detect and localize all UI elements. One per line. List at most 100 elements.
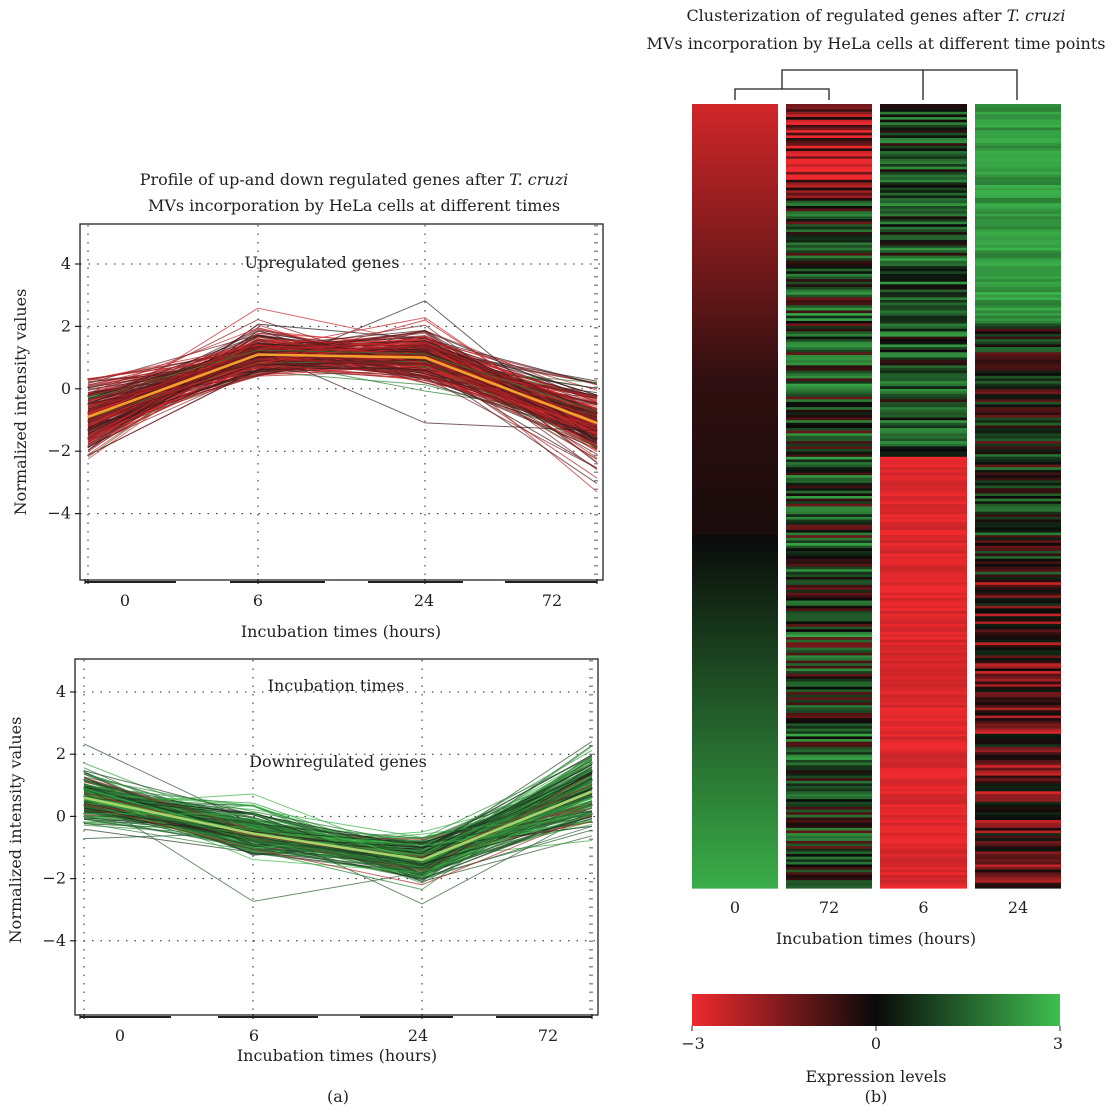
heatmap-cell [786,624,872,628]
heatmap-cell [880,579,967,583]
heatmap-cell [692,872,778,876]
heatmap-cell [975,869,1061,873]
heatmap-cell [786,124,872,129]
heatmap-cell [692,592,778,596]
heatmap-cell [975,524,1061,528]
heatmap-cell [880,705,967,709]
heatmap-cell [786,485,872,489]
heatmap-cell [975,441,1061,445]
heatmap-cell [880,388,967,393]
heatmap-cell [692,347,778,351]
heatmap-cell [880,239,967,244]
heatmap-cell [975,360,1061,364]
heatmap-cell [692,869,778,873]
heatmap-cell [692,213,778,217]
heatmap-cell [975,438,1061,442]
heatmap-cell [692,791,778,795]
heatmap-cell [975,867,1061,871]
heatmap-cell [692,882,778,886]
heatmap-cell [786,245,872,249]
heatmap-cell [975,297,1061,301]
heatmap-cell [975,354,1061,359]
heatmap-cell [880,566,967,570]
heatmap-cell [692,438,778,442]
heatmap-cell [786,289,872,293]
heatmap-cell [692,127,778,131]
heatmap-cell [692,404,778,408]
heatmap-cell [692,386,778,390]
heatmap-cell [880,166,967,170]
heatmap-cell [786,297,872,301]
heatmap-cell [786,111,872,116]
heatmap-cell [786,130,872,134]
heatmap-cell [786,467,872,471]
heatmap-cell [786,482,872,487]
panel-a-top-annotation: Upregulated genes [245,253,400,272]
heatmap-cell [786,469,872,474]
heatmap-cell [692,859,778,863]
heatmap-cell [975,880,1061,884]
gene-profile-line [87,351,598,436]
heatmap-cell [880,822,967,826]
heatmap-cell [880,232,967,236]
heatmap-cell [880,757,967,761]
heatmap-cell [786,566,872,570]
heatmap-cell [786,331,872,335]
heatmap-cell [786,613,872,617]
heatmap-cell [692,132,778,136]
heatmap-cell [692,629,778,633]
panel-a-bottom-x-ticks: 0 6 24 72 [79,1014,593,1045]
heatmap-cell [786,846,872,850]
gene-profile-line [87,358,598,430]
heatmap-cell [880,407,967,411]
heatmap-cell [975,344,1061,348]
heatmap-cell [786,360,872,364]
heatmap-cell [975,237,1061,241]
heatmap-cell [975,111,1061,116]
heatmap-cell [975,556,1061,560]
heatmap-cell [692,634,778,638]
heatmap-cell [975,605,1061,609]
heatmap-cell [975,394,1061,398]
heatmap-cell [975,493,1061,497]
heatmap-cell [786,221,872,225]
heatmap-cell [880,234,967,238]
heatmap-cell [692,535,778,539]
heatmap-cell [975,647,1061,651]
heatmap-cell [692,851,778,855]
heatmap-cell [880,399,967,403]
heatmap-cell [880,882,967,886]
heatmap-cell [880,809,967,813]
heatmap-cell [975,294,1061,298]
heatmap-cell [786,514,872,518]
heatmap-cell [786,561,872,565]
heatmap-cell [880,767,967,771]
heatmap-cell [692,373,778,377]
y-tick-label: 0 [61,379,71,398]
heatmap-cell [880,333,967,338]
heatmap-cell [692,663,778,667]
heatmap-cell [975,276,1061,280]
heatmap-cell [880,203,967,207]
heatmap-cell [975,198,1061,202]
heatmap-cell [786,840,872,845]
gene-profile-line [83,776,593,846]
heatmap-cell [880,626,967,630]
heatmap-cell [786,407,872,411]
heatmap-cell [975,305,1061,309]
heatmap-cell [880,305,967,309]
heatmap-cell [880,788,967,792]
heatmap-cell [692,145,778,150]
heatmap-cell [692,754,778,758]
heatmap-cell [880,511,967,515]
heatmap-cell [975,529,1061,534]
heatmap-cell [975,407,1061,411]
heatmap-cell [975,381,1061,385]
heatmap-cell [786,224,872,228]
heatmap-cell [880,190,967,194]
heatmap-cell [692,198,778,202]
heatmap-cell [786,341,872,346]
heatmap-cell [975,104,1061,108]
heatmap-cell [975,637,1061,641]
heatmap-cell [786,365,872,369]
